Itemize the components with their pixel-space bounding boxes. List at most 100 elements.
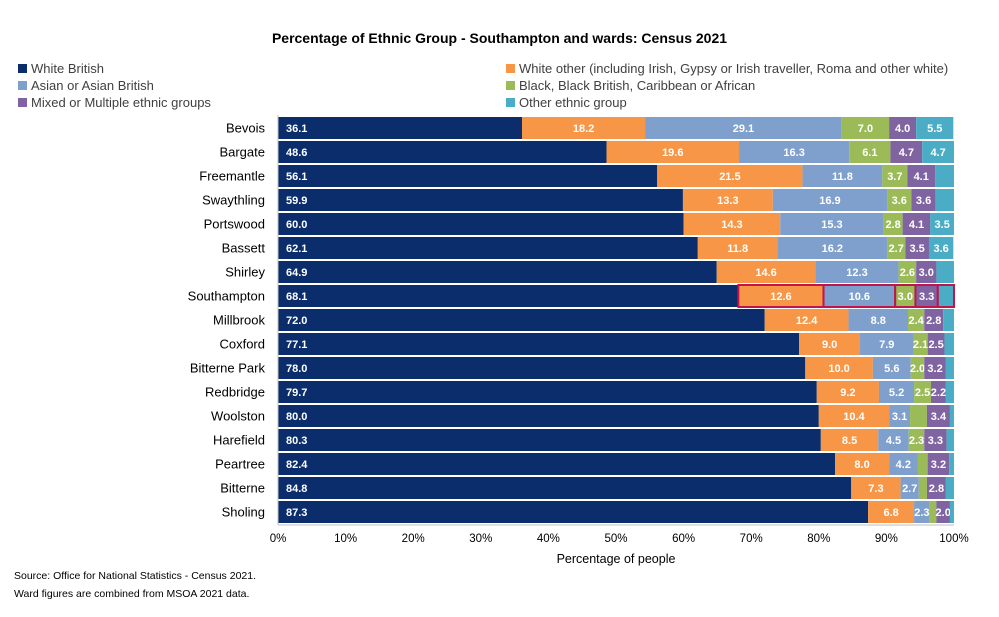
category-label: Peartree: [215, 457, 265, 472]
data-label: 2.0: [936, 507, 951, 519]
data-label: 87.3: [286, 507, 307, 519]
legend-item-white-british: White British: [18, 61, 104, 76]
data-label: 3.0: [919, 267, 934, 279]
bar-segment: [945, 381, 954, 403]
data-label: 2.7: [902, 483, 917, 495]
x-tick-label: 50%: [604, 533, 627, 545]
bar-segment: [949, 405, 954, 427]
legend-swatch: [18, 98, 27, 107]
bar-segment: [772, 189, 888, 211]
data-label: 2.1: [913, 339, 928, 351]
bar-segment: [849, 141, 891, 163]
data-label: 80.0: [286, 411, 307, 423]
category-label: Portswood: [204, 217, 265, 232]
bar-segment: [930, 213, 954, 235]
data-label: 29.1: [733, 123, 754, 135]
bar-segment: [889, 117, 917, 139]
bar-segment: [878, 429, 909, 451]
legend-label: Black, Black British, Caribbean or Afric…: [519, 78, 756, 93]
data-label: 9.0: [822, 339, 837, 351]
data-label: 3.2: [927, 363, 942, 375]
bar-segment: [278, 261, 717, 283]
data-label: 9.2: [840, 387, 855, 399]
data-label: 2.8: [926, 315, 941, 327]
data-label: 8.5: [842, 435, 857, 447]
bar-segment: [278, 141, 607, 163]
data-label: 11.8: [727, 243, 748, 255]
bar-segment: [929, 501, 937, 523]
data-label: 64.9: [286, 267, 307, 279]
bar-segment: [872, 357, 911, 379]
bar-segment: [278, 285, 739, 307]
legend-swatch: [18, 81, 27, 90]
bar-segment: [900, 477, 919, 499]
x-tick-label: 0%: [270, 533, 287, 545]
category-label: Sholing: [222, 505, 265, 520]
bar-segment: [931, 381, 946, 403]
legend-item-black: Black, Black British, Caribbean or Afric…: [506, 78, 755, 93]
data-label: 4.7: [930, 147, 945, 159]
legend-item-other: Other ethnic group: [506, 95, 627, 110]
data-label: 21.5: [719, 171, 740, 183]
data-label: 16.2: [822, 243, 843, 255]
bar-segment: [924, 357, 946, 379]
bar-segment: [682, 189, 773, 211]
bar-segment: [799, 333, 861, 355]
data-label: 3.5: [910, 243, 925, 255]
bar-segment: [910, 405, 927, 427]
data-label: 59.9: [286, 195, 307, 207]
bar-segment: [936, 261, 954, 283]
category-label: Bitterne: [220, 481, 265, 496]
bar-segment: [889, 405, 911, 427]
bar-segment: [841, 117, 890, 139]
category-labels: Bevois Bargate Freemantle Swaythling Portswo…: [188, 121, 266, 520]
bar-segment: [926, 405, 950, 427]
chart-title: Percentage of Ethnic Group - Southampton…: [271, 30, 728, 46]
bar-segment: [928, 237, 954, 259]
bar-segment: [860, 333, 914, 355]
bar-segment: [868, 501, 915, 523]
bar-segment: [815, 261, 899, 283]
bar-segment: [905, 237, 929, 259]
category-label: Harefield: [213, 433, 265, 448]
bar-segment: [926, 477, 946, 499]
data-label: 68.1: [286, 291, 307, 303]
legend-label: Asian or Asian British: [31, 78, 154, 93]
bar-segment: [924, 429, 947, 451]
bar-segment: [278, 237, 698, 259]
data-label: 5.6: [884, 363, 899, 375]
data-label: 8.8: [871, 315, 886, 327]
data-label: 84.8: [286, 483, 307, 495]
data-label: 19.6: [662, 147, 683, 159]
data-label: 6.8: [883, 507, 898, 519]
data-label: 3.1: [892, 411, 907, 423]
data-label: 6.1: [862, 147, 877, 159]
bar-segment: [924, 309, 944, 331]
category-label: Bevois: [226, 121, 266, 136]
bar-segment: [945, 357, 954, 379]
data-label: 3.6: [916, 195, 931, 207]
legend-swatch: [506, 98, 515, 107]
data-label: 15.3: [821, 219, 842, 231]
bar-segment: [914, 381, 932, 403]
bar-segment: [818, 405, 890, 427]
bar-segment: [910, 357, 925, 379]
bar-segment: [890, 141, 923, 163]
x-axis: 0% 10% 20% 30% 40% 50% 60% 70% 80% 90% 100%: [270, 115, 969, 545]
bar-segment: [805, 357, 873, 379]
bar-segment: [697, 237, 778, 259]
data-label: 3.3: [919, 291, 934, 303]
data-label: 82.4: [286, 459, 308, 471]
bar-segment: [949, 501, 954, 523]
data-label: 72.0: [286, 315, 307, 327]
x-axis-title: Percentage of people: [557, 552, 676, 566]
data-label: 2.5: [928, 339, 943, 351]
bar-segment: [716, 261, 816, 283]
bar-segment: [278, 309, 765, 331]
bar-segment: [887, 189, 912, 211]
bar-segment: [816, 381, 879, 403]
data-label: 80.3: [286, 435, 307, 447]
ward-note: Ward figures are combined from MSOA 2021…: [14, 588, 250, 600]
data-label: 4.1: [909, 219, 924, 231]
